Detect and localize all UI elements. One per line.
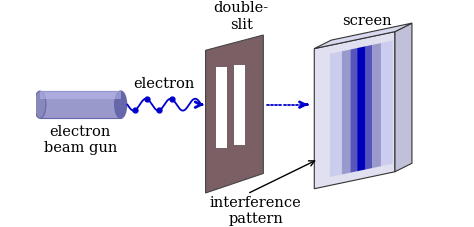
Bar: [40, 91, 121, 118]
Text: electron
beam gun: electron beam gun: [44, 125, 117, 155]
Polygon shape: [330, 51, 342, 177]
Text: electron: electron: [134, 77, 195, 91]
Text: interference
pattern: interference pattern: [210, 195, 301, 226]
Bar: [235, 65, 246, 146]
Polygon shape: [357, 46, 365, 171]
Text: double-
slit: double- slit: [214, 1, 269, 32]
Polygon shape: [314, 32, 395, 189]
Polygon shape: [314, 23, 412, 49]
Polygon shape: [350, 48, 357, 173]
Text: screen: screen: [343, 14, 392, 28]
Polygon shape: [381, 41, 393, 166]
Polygon shape: [365, 45, 373, 169]
Ellipse shape: [34, 91, 46, 118]
Ellipse shape: [115, 91, 127, 118]
Bar: [216, 67, 227, 148]
Bar: [40, 91, 121, 99]
Polygon shape: [342, 49, 350, 174]
Polygon shape: [395, 23, 412, 172]
Polygon shape: [206, 35, 264, 193]
Polygon shape: [373, 43, 381, 168]
